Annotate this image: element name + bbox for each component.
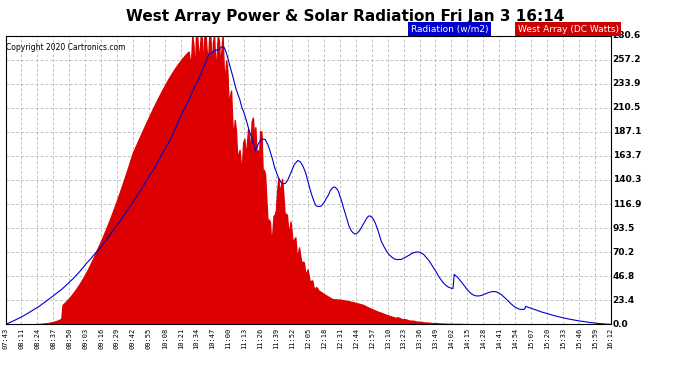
Text: 10:21: 10:21 — [178, 328, 184, 350]
Text: 07:43: 07:43 — [3, 328, 8, 350]
Text: 23.4: 23.4 — [613, 296, 635, 305]
Text: 13:23: 13:23 — [401, 328, 406, 350]
Text: 15:33: 15:33 — [560, 328, 566, 350]
Text: 14:15: 14:15 — [464, 328, 471, 350]
Text: 15:59: 15:59 — [592, 328, 598, 350]
Text: 12:18: 12:18 — [321, 328, 327, 350]
Text: 11:00: 11:00 — [226, 328, 231, 350]
Text: 13:10: 13:10 — [385, 328, 391, 350]
Text: 08:37: 08:37 — [50, 328, 57, 350]
Text: 09:03: 09:03 — [82, 328, 88, 350]
Text: 12:31: 12:31 — [337, 328, 343, 350]
Text: 11:26: 11:26 — [257, 328, 264, 350]
Text: 13:36: 13:36 — [417, 328, 422, 350]
Text: 280.6: 280.6 — [613, 31, 641, 40]
Text: 46.8: 46.8 — [613, 272, 635, 281]
Text: West Array Power & Solar Radiation Fri Jan 3 16:14: West Array Power & Solar Radiation Fri J… — [126, 9, 564, 24]
Text: 15:46: 15:46 — [575, 328, 582, 350]
Text: 0.0: 0.0 — [613, 320, 629, 329]
Text: 11:39: 11:39 — [273, 328, 279, 350]
Text: 14:41: 14:41 — [496, 328, 502, 350]
Text: 14:28: 14:28 — [480, 328, 486, 350]
Text: 163.7: 163.7 — [613, 152, 641, 160]
Text: 11:13: 11:13 — [241, 328, 248, 350]
Text: 14:02: 14:02 — [448, 328, 455, 350]
Text: 08:11: 08:11 — [19, 328, 24, 350]
Text: Radiation (w/m2): Radiation (w/m2) — [411, 25, 488, 34]
Text: 09:29: 09:29 — [114, 328, 120, 350]
Text: 70.2: 70.2 — [613, 248, 635, 256]
Text: 12:44: 12:44 — [353, 328, 359, 350]
Text: 15:07: 15:07 — [528, 328, 534, 350]
Text: 08:24: 08:24 — [34, 328, 41, 350]
Text: 09:16: 09:16 — [98, 328, 104, 350]
Text: 15:20: 15:20 — [544, 328, 550, 350]
Text: 08:50: 08:50 — [66, 328, 72, 350]
Text: 10:47: 10:47 — [210, 328, 215, 350]
Text: 16:12: 16:12 — [608, 328, 613, 350]
Text: 10:08: 10:08 — [161, 328, 168, 350]
Text: 09:42: 09:42 — [130, 328, 136, 350]
Text: Copyright 2020 Cartronics.com: Copyright 2020 Cartronics.com — [6, 43, 125, 52]
Text: 09:55: 09:55 — [146, 328, 152, 350]
Text: 10:34: 10:34 — [194, 328, 199, 350]
Text: 14:54: 14:54 — [512, 328, 518, 350]
Text: 187.1: 187.1 — [613, 128, 641, 136]
Text: 140.3: 140.3 — [613, 176, 641, 184]
Text: West Array (DC Watts): West Array (DC Watts) — [518, 25, 618, 34]
Text: 12:05: 12:05 — [305, 328, 311, 350]
Text: 12:57: 12:57 — [368, 328, 375, 350]
Text: 13:49: 13:49 — [433, 328, 438, 350]
Text: 257.2: 257.2 — [613, 55, 641, 64]
Text: 93.5: 93.5 — [613, 224, 635, 232]
Text: 233.9: 233.9 — [613, 79, 641, 88]
Text: 116.9: 116.9 — [613, 200, 641, 208]
Text: 210.5: 210.5 — [613, 103, 641, 112]
Text: 11:52: 11:52 — [289, 328, 295, 350]
